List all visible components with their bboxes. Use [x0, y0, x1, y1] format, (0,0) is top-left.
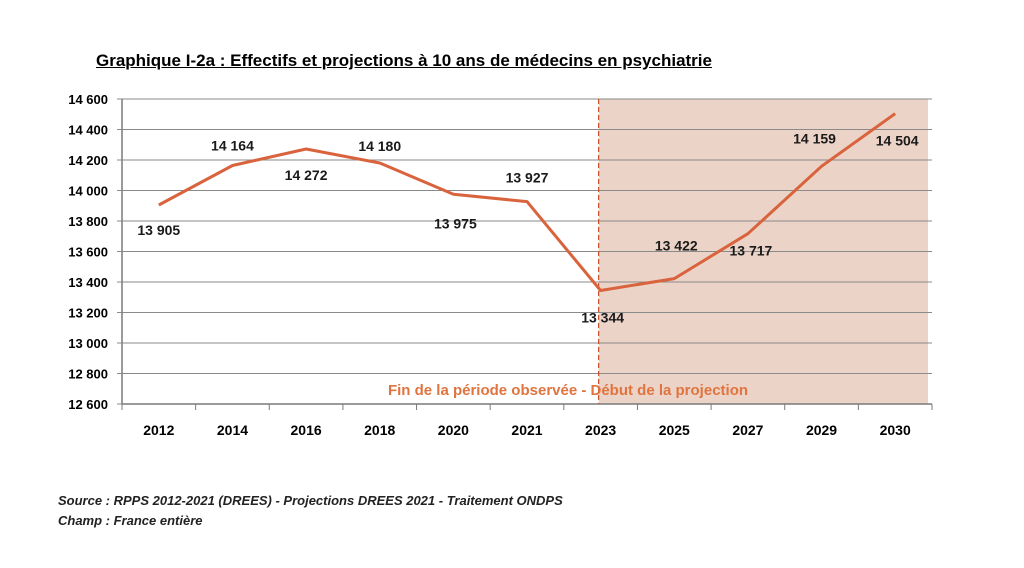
x-axis-ticks: 2012 2014 2016 2018 2020 2021 2023 2025 2027 2029… — [121, 404, 933, 438]
data-label: 14 272 — [285, 167, 328, 183]
chart-title: Graphique I-2a : Effectifs et projection… — [96, 51, 712, 70]
y-tick-label: 13 200 — [68, 306, 108, 321]
y-tick-label: 13 400 — [68, 275, 108, 290]
y-axis-ticks: 12 600 12 800 13 000 13 200 13 400 13 600 13 8… — [68, 92, 122, 412]
data-label: 13 905 — [137, 222, 180, 238]
y-tick-label: 13 600 — [68, 245, 108, 260]
source-note: Source : RPPS 2012-2021 (DREES) - Projec… — [58, 493, 563, 508]
y-tick-label: 13 000 — [68, 336, 108, 351]
data-label: 13 344 — [581, 310, 624, 326]
y-tick-label: 14 400 — [68, 123, 108, 138]
data-label: 13 927 — [506, 170, 549, 186]
data-label: 14 164 — [211, 137, 254, 153]
scope-note: Champ : France entière — [58, 513, 203, 528]
data-label: 13 717 — [729, 243, 772, 259]
y-tick-label: 14 600 — [68, 92, 108, 107]
data-label: 14 504 — [876, 133, 919, 149]
x-tick-label: 2027 — [732, 422, 763, 438]
data-label: 13 975 — [434, 215, 477, 231]
x-tick-label: 2020 — [438, 422, 469, 438]
data-label: 14 159 — [793, 130, 836, 146]
y-tick-label: 12 600 — [68, 397, 108, 412]
projection-annotation: Fin de la période observée - Début de la… — [388, 382, 748, 399]
y-tick-label: 14 200 — [68, 153, 108, 168]
data-label: 14 180 — [358, 138, 401, 154]
series-line — [158, 112, 897, 292]
x-tick-label: 2014 — [217, 422, 248, 438]
y-tick-label: 14 000 — [68, 184, 108, 199]
data-labels: 13 905 14 164 14 272 14 180 13 975 13 927 13 3… — [137, 130, 918, 325]
y-tick-label: 13 800 — [68, 214, 108, 229]
x-tick-label: 2029 — [806, 422, 837, 438]
x-tick-label: 2030 — [880, 422, 911, 438]
x-tick-label: 2016 — [291, 422, 322, 438]
x-tick-label: 2021 — [511, 422, 542, 438]
x-tick-label: 2012 — [143, 422, 174, 438]
x-tick-label: 2018 — [364, 422, 395, 438]
data-label: 13 422 — [655, 238, 698, 254]
x-tick-label: 2025 — [659, 422, 690, 438]
y-tick-label: 12 800 — [68, 367, 108, 382]
x-tick-label: 2023 — [585, 422, 616, 438]
